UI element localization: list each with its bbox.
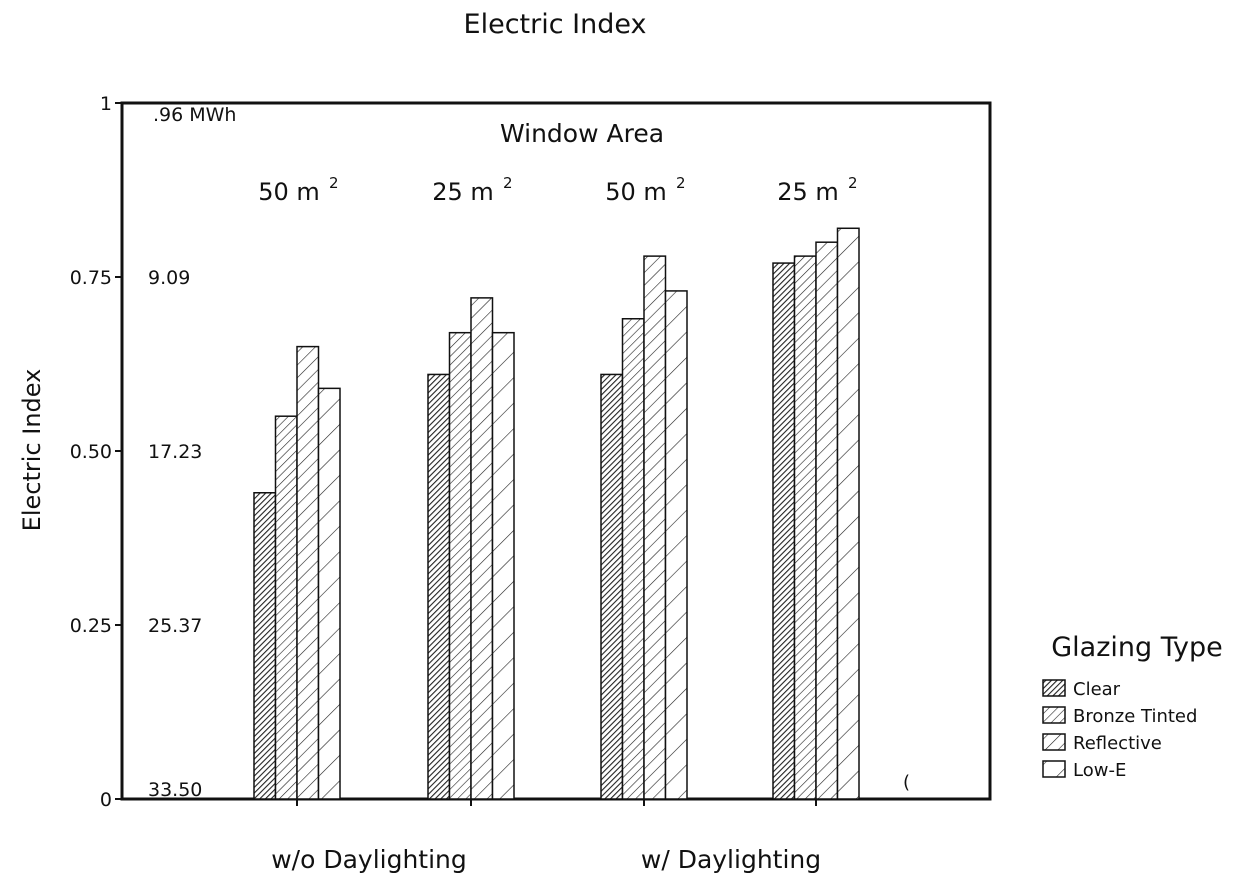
bar-bronze-tinted (793, 255, 817, 800)
bar-clear (772, 262, 796, 800)
y-tick-label: 0 (100, 789, 112, 811)
bar-low-e (491, 331, 515, 800)
bar-reflective (815, 241, 839, 800)
bar-clear (600, 373, 624, 800)
bar-low-e (664, 290, 688, 800)
chart-title: Electric Index (464, 9, 647, 40)
bar-bronze-tinted (274, 415, 298, 800)
bar-bronze-tinted (448, 331, 472, 800)
legend-label: Reflective (1073, 733, 1162, 754)
category-superscript: 2 (329, 174, 339, 192)
window-area-header: Window Area (500, 119, 664, 148)
secondary-y-label: 17.23 (148, 441, 202, 463)
bar-reflective (296, 345, 320, 800)
y-tick-label: 1 (100, 93, 112, 115)
bar-low-e (317, 387, 341, 800)
y-axis-label: Electric Index (18, 369, 46, 532)
plot-frame (120, 101, 992, 801)
y-tick-label: 0.25 (70, 615, 112, 637)
legend-label: Clear (1073, 679, 1121, 700)
legend-swatch (1042, 760, 1066, 778)
group-label: w/o Daylighting (271, 845, 467, 874)
bar-low-e (836, 227, 860, 800)
secondary-y-labels: 33.50 25.37 17.23 9.09 .96 MWh (148, 104, 236, 801)
bar-clear (427, 373, 451, 800)
y-axis-ticks: 0 0.25 0.50 0.75 1 (70, 93, 122, 811)
y-tick-label: 0.75 (70, 267, 112, 289)
y-tick-label: 0.50 (70, 441, 112, 463)
group-labels: w/o Daylighting w/ Daylighting (271, 845, 821, 874)
secondary-y-label: 33.50 (148, 779, 202, 801)
category-superscript: 2 (676, 174, 686, 192)
bar-bronze-tinted (621, 318, 645, 800)
legend-swatch (1042, 706, 1066, 724)
category-label: 25 m (432, 178, 494, 206)
secondary-y-label: 9.09 (148, 267, 190, 289)
legend-label: Bronze Tinted (1073, 706, 1197, 727)
category-superscript: 2 (503, 174, 513, 192)
bar-reflective (643, 255, 667, 800)
bar-clear (253, 492, 277, 800)
secondary-y-label: .96 MWh (153, 104, 236, 126)
bars (253, 227, 860, 806)
legend-title: Glazing Type (1051, 632, 1223, 663)
category-labels: 50 m 2 25 m 2 50 m 2 25 m 2 (258, 174, 857, 206)
legend: Clear Bronze Tinted Reflective Low-E (1042, 679, 1197, 781)
category-label: 50 m (258, 178, 320, 206)
secondary-y-label: 25.37 (148, 615, 202, 637)
group-label: w/ Daylighting (641, 845, 821, 874)
annotation-mark: ( (903, 772, 910, 793)
legend-swatch (1042, 733, 1066, 751)
category-label: 25 m (777, 178, 839, 206)
bar-reflective (470, 297, 494, 800)
legend-label: Low-E (1073, 760, 1126, 781)
category-superscript: 2 (848, 174, 858, 192)
legend-swatch (1042, 679, 1066, 697)
category-label: 50 m (605, 178, 667, 206)
